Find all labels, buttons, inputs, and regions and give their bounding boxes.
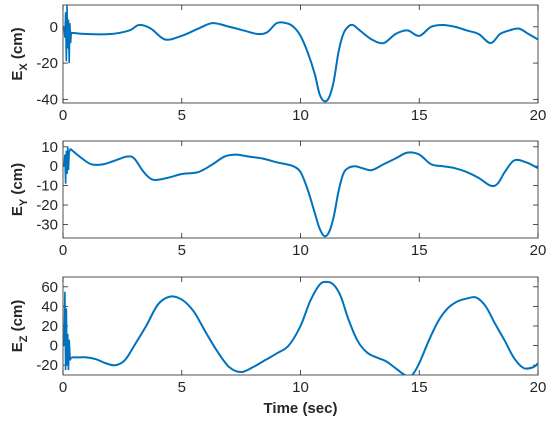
- y-tick-label: 0: [50, 158, 58, 175]
- x-tick-label: 0: [59, 242, 67, 259]
- transient-line: [63, 5, 73, 64]
- x-tick-label: 15: [411, 107, 428, 124]
- x-tick-label: 0: [59, 379, 67, 396]
- y-tick-label: -20: [36, 357, 58, 374]
- y-tick-label: 10: [41, 139, 58, 156]
- transient-line: [63, 291, 73, 371]
- series-line: [65, 21, 538, 103]
- y-tick-label: 0: [50, 19, 58, 36]
- y-tick-label: 60: [41, 279, 58, 296]
- x-axis-label: Time (sec): [264, 400, 338, 417]
- plot-area: [62, 140, 539, 239]
- y-tick-label: -40: [36, 91, 58, 108]
- x-tick-label: 20: [530, 379, 547, 396]
- x-tick-label: 20: [530, 107, 547, 124]
- y-axis-label: EZ (cm): [9, 300, 30, 353]
- x-tick-label: 5: [178, 379, 186, 396]
- transient-line: [63, 146, 71, 184]
- series-line: [69, 147, 538, 238]
- x-tick-label: 15: [411, 379, 428, 396]
- x-tick-label: 0: [59, 107, 67, 124]
- x-tick-label: 10: [292, 379, 309, 396]
- y-axis-label: EX (cm): [9, 27, 30, 80]
- x-tick-label: 10: [292, 242, 309, 259]
- y-tick-label: -20: [36, 197, 58, 214]
- x-tick-label: 15: [411, 242, 428, 259]
- y-tick-label: -10: [36, 178, 58, 195]
- x-tick-label: 20: [530, 242, 547, 259]
- subplot-1: 0 5 10 15 20 -40 -20 0 EX (cm): [9, 4, 547, 124]
- y-tick-label: 0: [50, 338, 58, 355]
- y-tick-label: 40: [41, 298, 58, 315]
- y-tick-label: 20: [41, 318, 58, 335]
- plot-area: [62, 4, 539, 104]
- y-tick-label: -20: [36, 55, 58, 72]
- series-line: [71, 280, 538, 375]
- subplot-2: 0 5 10 15 20 -30 -20 -10 0 10 EY (cm): [9, 139, 546, 259]
- y-axis-label: EY (cm): [9, 163, 30, 216]
- x-tick-label: 5: [178, 107, 186, 124]
- y-tick-label: -30: [36, 216, 58, 233]
- x-tick-label: 5: [178, 242, 186, 259]
- x-tick-label: 10: [292, 107, 309, 124]
